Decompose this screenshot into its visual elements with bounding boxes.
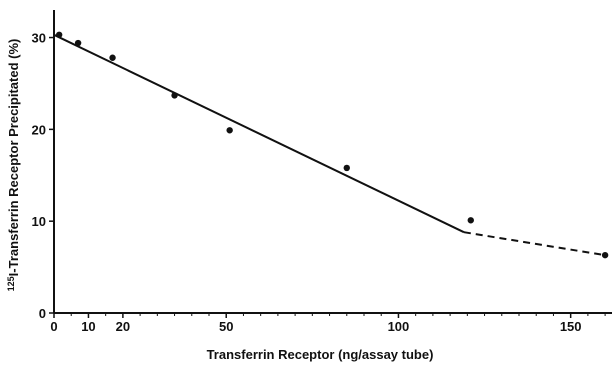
data-point [226,127,233,134]
data-point [55,31,63,38]
y-tick-label: 10 [32,214,46,229]
x-tick-label: 20 [116,319,130,334]
data-point [74,39,82,47]
fit-lines [53,33,606,257]
y-axis-title-superscript: 125 [6,276,16,291]
data-point [343,164,350,172]
x-tick-label: 100 [388,319,410,334]
data-point [601,251,609,259]
x-tick-label: 50 [219,319,233,334]
x-tick-label: 10 [81,319,95,334]
data-point [109,54,116,61]
data-points [55,31,609,259]
x-axis-title: Transferrin Receptor (ng/assay tube) [207,347,434,362]
x-tick-label: 150 [560,319,582,334]
y-tick-label: 30 [32,31,46,46]
axes [53,10,612,314]
x-tick-label: 0 [50,319,57,334]
ticks: 0 10 20 50 100 150 0 10 20 30 [32,31,606,334]
y-axis-title-text: I-Transferrin Receptor Precipitated (%) [6,39,21,277]
y-tick-label: 20 [32,122,46,137]
data-point [171,92,178,99]
y-tick-label: 0 [39,306,46,321]
fit-line-dashed [463,231,606,257]
fit-line-solid [53,33,465,234]
y-axis-title: 125I-Transferrin Receptor Precipitated (… [6,39,21,292]
data-point [467,217,474,224]
